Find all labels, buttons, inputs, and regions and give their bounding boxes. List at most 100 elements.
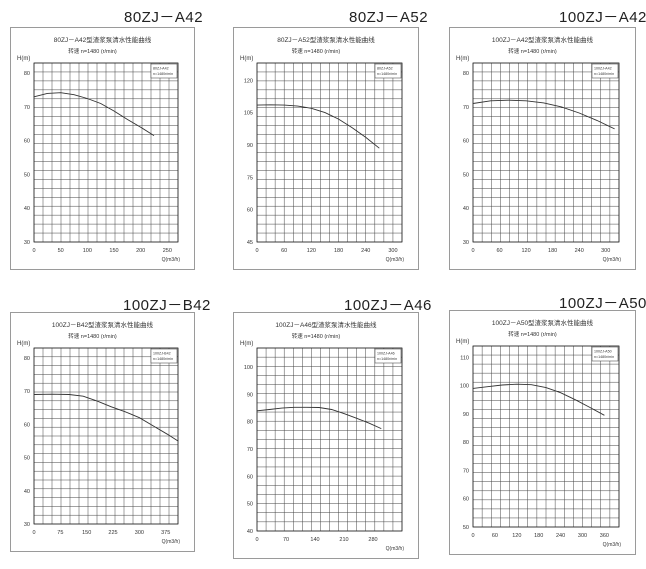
- chart-subtitle: 转速 n=1480 (r/min): [292, 47, 341, 55]
- legend-box: [374, 63, 402, 79]
- legend-entry: 100ZJ-A50: [594, 350, 612, 354]
- y-axis-label: H(m): [17, 56, 30, 62]
- y-tick-label: 100: [244, 365, 253, 371]
- y-tick-label: 80: [247, 420, 253, 426]
- y-tick-label: 50: [463, 172, 469, 178]
- x-tick-label: 75: [57, 530, 63, 536]
- series-line: [472, 99, 615, 130]
- chart-panel-1: 80ZJ－A42型渣浆泵清水性能曲线 转速 n=1480 (r/min) H(m) Q…: [10, 27, 195, 270]
- x-tick-label: 300: [601, 248, 610, 254]
- x-axis-label: Q(m3/h): [386, 257, 405, 263]
- chart-title: 80ZJ－A42型渣浆泵清水性能曲线: [54, 35, 152, 44]
- y-tick-label: 40: [463, 206, 469, 212]
- y-tick-label: 110: [460, 355, 469, 361]
- chart-heading: 100ZJ－B42: [123, 297, 211, 314]
- chart-heading: 100ZJ－A46: [344, 297, 432, 314]
- y-tick-label: 50: [24, 172, 30, 178]
- y-tick-label: 90: [247, 392, 253, 398]
- x-tick-label: 0: [471, 248, 474, 254]
- y-tick-label: 40: [24, 489, 30, 495]
- x-tick-label: 150: [109, 248, 118, 254]
- series-line: [33, 92, 155, 136]
- y-axis-label: H(m): [240, 56, 253, 62]
- legend-entry: 100ZJ-A46: [377, 352, 395, 356]
- plot-frame: [472, 345, 620, 528]
- legend-entry: n=1480r/min: [377, 72, 397, 76]
- x-tick-label: 300: [578, 533, 587, 539]
- legend-entry: 100ZJ-A42: [594, 67, 612, 71]
- series-line: [256, 406, 382, 430]
- legend-entry: 80ZJ-A52: [377, 67, 393, 71]
- x-tick-label: 0: [255, 248, 258, 254]
- x-tick-label: 200: [136, 248, 145, 254]
- y-axis-label: H(m): [456, 56, 469, 62]
- x-tick-label: 100: [83, 248, 92, 254]
- chart-panel-4: 100ZJ－B42型渣浆泵清水性能曲线 转速 n=1480 (r/min) H(m)…: [10, 312, 195, 552]
- y-tick-label: 60: [24, 139, 30, 145]
- x-axis-label: Q(m3/h): [162, 539, 181, 545]
- x-tick-label: 210: [339, 537, 348, 543]
- chart-heading: 100ZJ－A42: [559, 9, 646, 26]
- x-tick-label: 0: [32, 248, 35, 254]
- x-tick-label: 70: [283, 537, 289, 543]
- y-tick-label: 100: [460, 384, 469, 390]
- x-tick-label: 250: [163, 248, 172, 254]
- chart-panel-6: 100ZJ－A50型渣浆泵清水性能曲线转速 n=1480 (r/min) H(m)…: [449, 310, 636, 555]
- x-tick-label: 300: [388, 248, 397, 254]
- x-tick-label: 375: [161, 530, 170, 536]
- legend-entry: n=1480r/min: [594, 355, 614, 359]
- y-tick-label: 45: [247, 240, 253, 246]
- y-tick-label: 80: [24, 71, 30, 77]
- x-tick-label: 0: [32, 530, 35, 536]
- x-tick-label: 225: [108, 530, 117, 536]
- y-tick-label: 60: [463, 497, 469, 503]
- x-tick-label: 60: [492, 533, 498, 539]
- legend-box: [374, 348, 402, 364]
- chart-title: 100ZJ－A50型渣浆泵清水性能曲线: [492, 318, 594, 327]
- y-tick-label: 50: [463, 525, 469, 531]
- chart-title: 100ZJ－A42型渣浆泵清水性能曲线: [492, 35, 594, 44]
- plot-frame: [256, 347, 403, 532]
- x-tick-label: 280: [368, 537, 377, 543]
- chart-heading: 80ZJ－A52: [349, 9, 429, 26]
- y-axis-label: H(m): [456, 339, 469, 345]
- y-tick-label: 80: [463, 440, 469, 446]
- y-tick-label: 40: [24, 206, 30, 212]
- x-tick-label: 60: [496, 248, 502, 254]
- x-tick-label: 140: [310, 537, 319, 543]
- x-tick-label: 360: [600, 533, 609, 539]
- chart-panel-3: 100ZJ－A42型渣浆泵清水性能曲线转速 n=1480 (r/min) H(m)…: [449, 27, 636, 270]
- y-tick-label: 70: [463, 468, 469, 474]
- legend-box: [591, 346, 619, 362]
- x-tick-label: 240: [575, 248, 584, 254]
- legend-entry: 80ZJ-A42: [153, 67, 169, 71]
- y-axis-label: H(m): [17, 341, 30, 347]
- plot-frame: [256, 62, 403, 243]
- x-tick-label: 180: [534, 533, 543, 539]
- x-tick-label: 0: [471, 533, 474, 539]
- x-tick-label: 120: [512, 533, 521, 539]
- x-tick-label: 60: [281, 248, 287, 254]
- x-axis-label: Q(m3/h): [603, 542, 622, 548]
- legend-entry: n=1480r/min: [377, 357, 397, 361]
- x-axis-label: Q(m3/h): [162, 257, 181, 263]
- series-line: [256, 104, 380, 149]
- y-tick-label: 60: [463, 139, 469, 145]
- y-tick-label: 75: [247, 175, 253, 181]
- y-tick-label: 60: [24, 422, 30, 428]
- chart-subtitle: 转速 n=1480 (r/min): [508, 47, 557, 55]
- legend-box: [150, 63, 178, 79]
- y-tick-label: 30: [463, 240, 469, 246]
- chart-subtitle: 转速 n=1480 (r/min): [508, 330, 557, 338]
- plot-frame: [472, 62, 620, 243]
- plot-frame: [33, 347, 179, 525]
- y-tick-label: 30: [24, 240, 30, 246]
- legend-entry: n=1480r/min: [153, 357, 173, 361]
- y-tick-label: 60: [247, 474, 253, 480]
- y-tick-label: 30: [24, 522, 30, 528]
- y-tick-label: 60: [247, 208, 253, 214]
- x-tick-label: 240: [556, 533, 565, 539]
